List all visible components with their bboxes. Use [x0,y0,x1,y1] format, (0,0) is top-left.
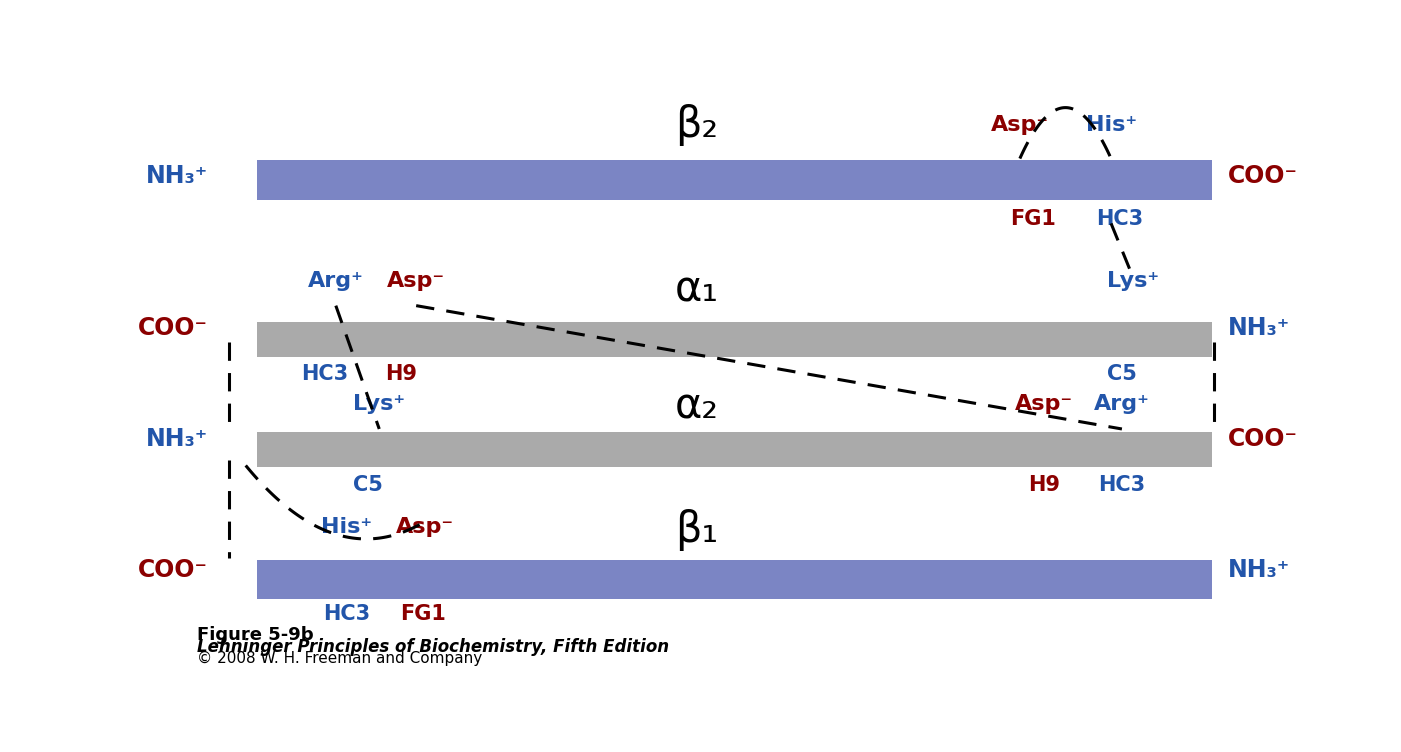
Text: © 2008 W. H. Freeman and Company: © 2008 W. H. Freeman and Company [196,651,482,666]
Bar [256,432,1212,466]
Text: H9: H9 [1028,475,1059,495]
Text: Lys⁺: Lys⁺ [353,394,405,414]
Text: HC3: HC3 [1096,209,1143,229]
Bar [256,160,1212,200]
Text: Figure 5-9b: Figure 5-9b [196,626,314,644]
Text: COO⁻: COO⁻ [137,316,207,340]
Text: Asp⁻: Asp⁻ [396,517,454,538]
Bar [256,559,1212,599]
Text: Lehninger Principles of Biochemistry, Fifth Edition: Lehninger Principles of Biochemistry, Fi… [196,638,668,656]
Text: His⁺: His⁺ [1086,115,1136,135]
Text: COO⁻: COO⁻ [1229,164,1299,188]
Text: Asp⁻: Asp⁻ [991,115,1049,135]
Text: β₂: β₂ [675,104,717,146]
Text: C5: C5 [353,475,384,495]
Text: COO⁻: COO⁻ [1229,427,1299,451]
Text: FG1: FG1 [1010,209,1056,229]
Text: Arg⁺: Arg⁺ [1094,394,1150,414]
Text: NH₃⁺: NH₃⁺ [1229,558,1290,582]
Text: HC3: HC3 [1098,475,1146,495]
Bar [256,322,1212,356]
Text: Arg⁺: Arg⁺ [308,271,364,291]
Text: HC3: HC3 [301,364,349,384]
Text: COO⁻: COO⁻ [137,558,207,582]
Text: NH₃⁺: NH₃⁺ [146,164,207,188]
Text: HC3: HC3 [324,605,370,624]
Text: Lys⁺: Lys⁺ [1107,271,1159,291]
Text: NH₃⁺: NH₃⁺ [1229,316,1290,340]
Text: C5: C5 [1107,364,1136,384]
Text: Asp⁻: Asp⁻ [387,271,446,291]
Text: α₂: α₂ [674,386,719,428]
Text: α₁: α₁ [674,268,719,311]
Text: NH₃⁺: NH₃⁺ [146,427,207,451]
Text: Asp⁻: Asp⁻ [1014,394,1073,414]
Text: H9: H9 [385,364,417,384]
Text: β₁: β₁ [675,509,717,551]
Text: FG1: FG1 [399,605,446,624]
Text: His⁺: His⁺ [321,517,373,538]
